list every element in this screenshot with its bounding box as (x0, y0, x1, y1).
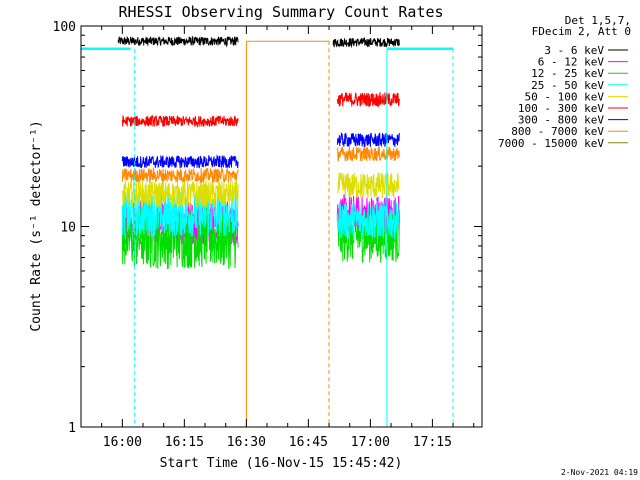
legend-header-line: FDecim 2, Att 0 (532, 25, 631, 38)
x-tick-label: 16:45 (289, 435, 328, 450)
legend-entry-label: 3 - 6 keV (544, 44, 604, 57)
series-trace-7-0 (121, 166, 239, 184)
series-trace-0-1 (332, 37, 400, 49)
chart-title: RHESSI Observing Summary Count Rates (118, 3, 443, 21)
legend-entry-label: 7000 - 15000 keV (498, 137, 604, 150)
y-axis-label: Count Rate (s⁻¹ detector⁻¹) (29, 120, 44, 331)
legend-header-line: Det 1,5,7, (565, 14, 631, 27)
series-trace-4-0 (121, 179, 239, 208)
timestamp: 2-Nov-2021 04:19 (561, 468, 638, 477)
legend-entry-label: 800 - 7000 keV (511, 125, 604, 138)
x-axis-label: Start Time (16-Nov-15 15:45:42) (160, 456, 403, 471)
legend-entry-label: 25 - 50 keV (531, 79, 604, 92)
series-trace-6-0 (121, 154, 239, 169)
series-trace-7-2 (336, 146, 400, 162)
legend-entry-label: 300 - 800 keV (518, 114, 604, 127)
x-tick-label: 16:30 (227, 435, 266, 450)
series-trace-6-1 (336, 132, 400, 148)
series-trace-3-1 (336, 199, 400, 240)
y-tick-label: 1 (68, 421, 76, 436)
legend-entry-label: 6 - 12 keV (538, 56, 605, 69)
x-tick-label: 16:15 (165, 435, 204, 450)
x-tick-label: 17:15 (413, 435, 452, 450)
series-trace-5-0 (121, 114, 239, 128)
y-tick-label: 100 (53, 20, 76, 35)
x-tick-label: 16:00 (103, 435, 142, 450)
series-trace-2-1 (336, 208, 400, 263)
legend-entry-label: 50 - 100 keV (525, 90, 605, 103)
series-trace-5-1 (336, 92, 400, 109)
y-tick-label: 10 (60, 221, 76, 236)
legend-entry-label: 12 - 25 keV (531, 67, 604, 80)
series-trace-0-0 (117, 35, 239, 48)
series-trace-4-1 (336, 171, 400, 199)
x-tick-label: 17:00 (351, 435, 390, 450)
legend-entry-label: 100 - 300 keV (518, 102, 604, 115)
